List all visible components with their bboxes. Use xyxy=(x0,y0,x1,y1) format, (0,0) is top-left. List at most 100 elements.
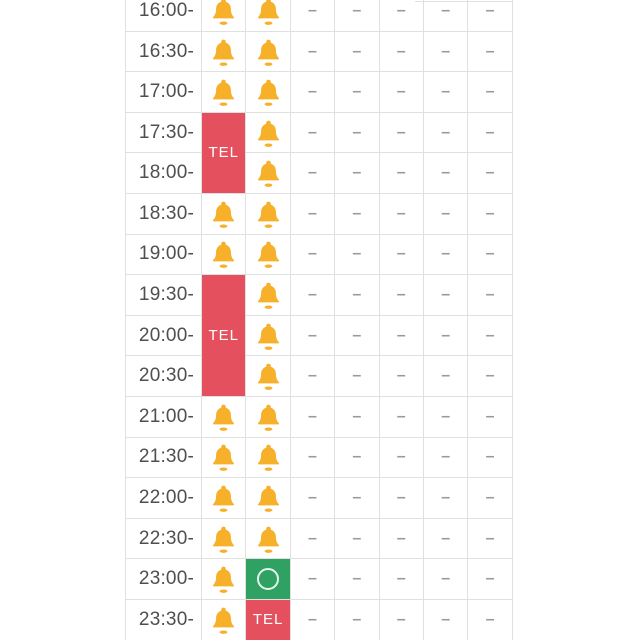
slot-bell[interactable] xyxy=(246,356,291,398)
slot-unavailable: – xyxy=(468,356,513,398)
slot-bell[interactable] xyxy=(202,234,247,276)
time-label: 19:00- xyxy=(126,234,202,276)
slot-unavailable: – xyxy=(468,275,513,316)
table-row: 19:00- – – – – – xyxy=(126,234,513,276)
slot-bell[interactable] xyxy=(246,31,291,73)
bell-icon xyxy=(257,282,279,309)
slot-bell[interactable] xyxy=(246,112,291,154)
slot-unavailable: – xyxy=(423,315,469,357)
slot-tel[interactable]: TEL xyxy=(202,275,247,398)
slot-bell[interactable] xyxy=(246,153,291,195)
slot-bell[interactable] xyxy=(246,478,291,519)
bell-icon xyxy=(213,0,235,25)
table-row: 18:30- – – – – – xyxy=(126,194,513,235)
bell-icon xyxy=(213,39,235,66)
table-row: 21:30- – – – – – xyxy=(126,437,513,479)
slot-bell[interactable] xyxy=(202,478,247,519)
slot-unavailable: – xyxy=(423,234,469,276)
slot-bell[interactable] xyxy=(202,437,247,479)
time-label: 20:30- xyxy=(126,356,202,398)
slot-bell[interactable] xyxy=(246,72,291,113)
slot-bell[interactable] xyxy=(246,315,291,357)
bell-icon xyxy=(213,404,235,431)
slot-unavailable: – xyxy=(335,234,380,276)
bell-icon xyxy=(257,120,279,147)
slot-unavailable: – xyxy=(335,600,380,640)
slot-unavailable: – xyxy=(468,437,513,479)
slot-unavailable: – xyxy=(379,518,424,560)
slot-unavailable: – xyxy=(379,112,424,154)
slot-unavailable: – xyxy=(468,397,513,438)
slot-unavailable: – xyxy=(379,600,424,640)
slot-bell[interactable] xyxy=(246,194,291,235)
slot-unavailable: – xyxy=(379,234,424,276)
bell-icon xyxy=(257,201,279,228)
slot-unavailable: – xyxy=(290,437,336,479)
time-label: 17:30- xyxy=(126,112,202,154)
bell-icon xyxy=(213,201,235,228)
bell-icon xyxy=(257,404,279,431)
slot-unavailable: – xyxy=(379,478,424,519)
slot-bell[interactable] xyxy=(202,31,247,73)
time-label: 23:30- xyxy=(126,600,202,640)
bell-icon xyxy=(213,242,235,269)
slot-unavailable: – xyxy=(335,31,380,73)
bell-icon xyxy=(257,79,279,106)
slot-unavailable: – xyxy=(290,356,336,398)
bell-icon xyxy=(213,79,235,106)
row-top-border-fragment xyxy=(415,1,512,2)
bell-icon xyxy=(213,445,235,472)
slot-unavailable: – xyxy=(335,478,380,519)
slot-unavailable: – xyxy=(335,275,380,316)
slot-tel[interactable]: TEL xyxy=(202,112,247,195)
slot-open[interactable] xyxy=(246,559,291,601)
bell-icon xyxy=(213,526,235,553)
slot-unavailable: – xyxy=(468,518,513,560)
bell-icon xyxy=(213,566,235,594)
time-label: 21:30- xyxy=(126,437,202,479)
bell-icon xyxy=(257,242,279,269)
slot-unavailable: – xyxy=(379,315,424,357)
time-label: 17:00- xyxy=(126,72,202,113)
time-label: 22:00- xyxy=(126,478,202,519)
slot-bell[interactable] xyxy=(246,234,291,276)
slot-unavailable: – xyxy=(379,356,424,398)
slot-unavailable: – xyxy=(423,397,469,438)
slot-bell[interactable] xyxy=(202,72,247,113)
slot-unavailable: – xyxy=(423,600,469,640)
slot-unavailable: – xyxy=(379,0,424,32)
slot-unavailable: – xyxy=(423,31,469,73)
schedule-body: 16:00- – – – – –16:30- – – – – –17:00- – – – – –17:30- T… xyxy=(126,0,513,640)
slot-unavailable: – xyxy=(335,518,380,560)
slot-bell[interactable] xyxy=(202,397,247,438)
time-label: 21:00- xyxy=(126,397,202,438)
slot-bell[interactable] xyxy=(246,437,291,479)
slot-bell[interactable] xyxy=(246,397,291,438)
slot-bell[interactable] xyxy=(246,0,291,32)
table-row: 23:30- TEL – – – – – xyxy=(126,600,513,640)
time-label: 18:00- xyxy=(126,153,202,195)
time-label: 19:30- xyxy=(126,275,202,316)
slot-unavailable: – xyxy=(335,112,380,154)
slot-bell[interactable] xyxy=(202,194,247,235)
slot-bell[interactable] xyxy=(246,518,291,560)
slot-bell[interactable] xyxy=(202,559,247,601)
slot-bell[interactable] xyxy=(202,518,247,560)
slot-unavailable: – xyxy=(335,437,380,479)
table-row: 23:00- – – – – – xyxy=(126,559,513,601)
slot-bell[interactable] xyxy=(202,600,247,640)
slot-unavailable: – xyxy=(468,153,513,195)
slot-unavailable: – xyxy=(468,31,513,73)
slot-unavailable: – xyxy=(335,315,380,357)
slot-unavailable: – xyxy=(379,31,424,73)
slot-bell[interactable] xyxy=(202,0,247,32)
slot-unavailable: – xyxy=(423,112,469,154)
slot-unavailable: – xyxy=(379,397,424,438)
slot-tel[interactable]: TEL xyxy=(246,600,291,640)
table-row: 22:00- – – – – – xyxy=(126,478,513,519)
slot-unavailable: – xyxy=(468,194,513,235)
table-row: 18:00- – – – – – xyxy=(126,153,513,195)
slot-bell[interactable] xyxy=(246,275,291,316)
slot-unavailable: – xyxy=(423,275,469,316)
